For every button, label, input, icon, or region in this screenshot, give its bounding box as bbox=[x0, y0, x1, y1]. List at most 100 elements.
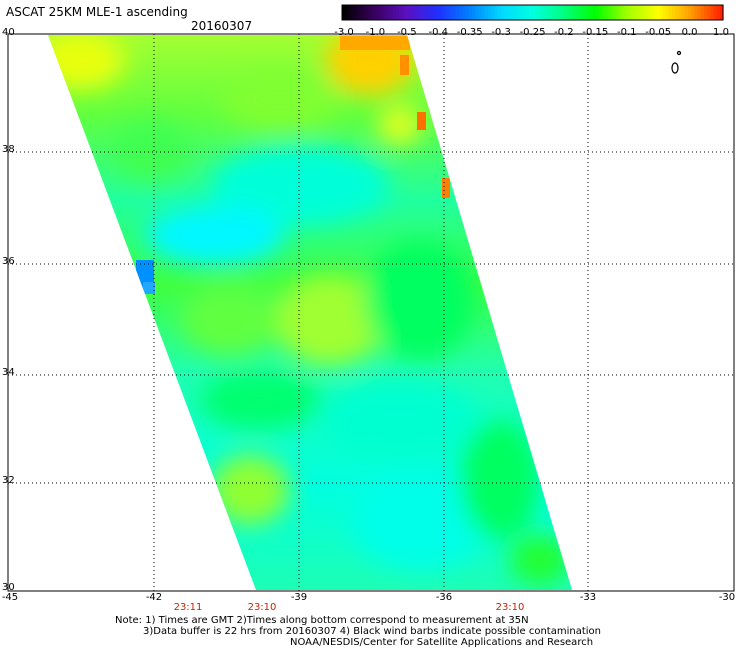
lon-label: -39 bbox=[290, 592, 308, 603]
colorbar-segment bbox=[345, 5, 349, 20]
colorbar-segment bbox=[472, 5, 476, 20]
colorbar-segment bbox=[421, 5, 426, 20]
colorbar-label: -0.35 bbox=[456, 27, 483, 38]
lat-label: 40 bbox=[2, 27, 15, 38]
colorbar-segment bbox=[659, 5, 664, 20]
colorbar-segment bbox=[586, 5, 591, 20]
colorbar-segment bbox=[656, 5, 661, 20]
colorbar-segment bbox=[564, 5, 569, 20]
colorbar-segment bbox=[481, 5, 486, 20]
colorbar-segment bbox=[453, 5, 457, 20]
note-line-2: 3)Data buffer is 22 hrs from 20160307 4)… bbox=[143, 626, 601, 637]
colorbar-segment bbox=[719, 5, 724, 20]
lon-label: -36 bbox=[435, 592, 453, 603]
colorbar-segment bbox=[383, 5, 388, 20]
colorbar-segment bbox=[542, 5, 546, 20]
colorbar-segment bbox=[443, 5, 448, 20]
colorbar-segment bbox=[688, 5, 692, 20]
colorbar-segment bbox=[665, 5, 670, 20]
colorbar-segment bbox=[462, 5, 467, 20]
colorbar-label: 1.0 bbox=[713, 27, 729, 38]
colorbar-label: -0.15 bbox=[582, 27, 609, 38]
colorbar-segment bbox=[411, 5, 416, 20]
colorbar-segment bbox=[596, 5, 600, 20]
lat-label: 32 bbox=[2, 475, 15, 486]
colorbar-label: -0.3 bbox=[491, 27, 511, 38]
colorbar-segment bbox=[395, 5, 400, 20]
colorbar-segment bbox=[548, 5, 553, 20]
colorbar-segment bbox=[497, 5, 502, 20]
colorbar-segment bbox=[389, 5, 394, 20]
colorbar-segment bbox=[465, 5, 470, 20]
colorbar-segment bbox=[456, 5, 461, 20]
colorbar-segment bbox=[627, 5, 632, 20]
colorbar-segment bbox=[342, 5, 346, 20]
colorbar-segment bbox=[637, 5, 642, 20]
colorbar-segment bbox=[551, 5, 556, 20]
colorbar-segment bbox=[703, 5, 708, 20]
map-date: 20160307 bbox=[191, 19, 253, 33]
colorbar-segment bbox=[446, 5, 451, 20]
colorbar-segment bbox=[640, 5, 645, 20]
colorbar-segment bbox=[510, 5, 515, 20]
colorbar-segment bbox=[538, 5, 543, 20]
colorbar-segment bbox=[529, 5, 534, 20]
colorbar-segment bbox=[532, 5, 537, 20]
lon-label: -42 bbox=[145, 592, 163, 603]
colorbar-segment bbox=[643, 5, 648, 20]
colorbar-segment bbox=[500, 5, 505, 20]
colorbar-segment bbox=[402, 5, 407, 20]
colorbar-segment bbox=[357, 5, 362, 20]
colorbar-segment bbox=[415, 5, 419, 20]
colorbar-segment bbox=[516, 5, 521, 20]
lon-label: -45 bbox=[1, 592, 19, 603]
colorbar-segment bbox=[592, 5, 597, 20]
colorbar-label: -0.4 bbox=[428, 27, 449, 38]
colorbar-segment bbox=[427, 5, 432, 20]
colorbar-segment bbox=[669, 5, 673, 20]
lat-label: 38 bbox=[2, 144, 15, 155]
map-title: ASCAT 25KM MLE-1 ascending bbox=[6, 5, 188, 19]
colorbar-segment bbox=[361, 5, 365, 20]
colorbar-segment bbox=[621, 5, 626, 20]
lat-label: 36 bbox=[2, 256, 15, 267]
colorbar-segment bbox=[707, 5, 711, 20]
colorbar-segment bbox=[662, 5, 667, 20]
colorbar-segment bbox=[459, 5, 464, 20]
colorbar-segment bbox=[554, 5, 559, 20]
colorbar-segment bbox=[475, 5, 480, 20]
time-label: 23:10 bbox=[247, 602, 277, 613]
colorbar-segment bbox=[608, 5, 613, 20]
lat-label: 34 bbox=[2, 367, 15, 378]
colorbar-segment bbox=[611, 5, 616, 20]
colorbar-segment bbox=[354, 5, 359, 20]
colorbar-segment bbox=[351, 5, 356, 20]
note-line-1: Note: 1) Times are GMT 2)Times along bot… bbox=[115, 615, 529, 626]
colorbar-segment bbox=[678, 5, 683, 20]
colorbar-segment bbox=[675, 5, 680, 20]
colorbar-segment bbox=[437, 5, 442, 20]
colorbar-segment bbox=[399, 5, 403, 20]
colorbar-segment bbox=[573, 5, 578, 20]
colorbar-segment bbox=[494, 5, 499, 20]
colorbar-segment bbox=[434, 5, 438, 20]
colorbar-segment bbox=[630, 5, 635, 20]
colorbar-segment bbox=[491, 5, 495, 20]
colorbar-segment bbox=[684, 5, 689, 20]
colorbar-segment bbox=[408, 5, 413, 20]
note-line-3: NOAA/NESDIS/Center for Satellite Applica… bbox=[290, 637, 594, 648]
colorbar-segment bbox=[373, 5, 378, 20]
colorbar-segment bbox=[646, 5, 651, 20]
colorbar-segment bbox=[697, 5, 702, 20]
colorbar-segment bbox=[348, 5, 353, 20]
lon-label: -30 bbox=[718, 592, 736, 603]
colorbar-segment bbox=[681, 5, 686, 20]
colorbar-segment bbox=[535, 5, 540, 20]
colorbar-segment bbox=[615, 5, 619, 20]
wind-barb-icon bbox=[671, 50, 682, 74]
colorbar-segment bbox=[392, 5, 397, 20]
colorbar-segment bbox=[649, 5, 654, 20]
colorbar-segment bbox=[583, 5, 588, 20]
colorbar-segment bbox=[557, 5, 562, 20]
